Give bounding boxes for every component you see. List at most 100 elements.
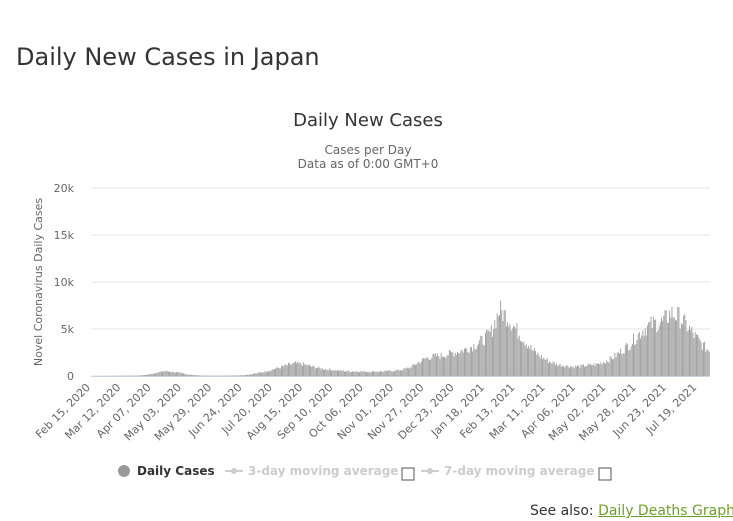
daily-case-bar xyxy=(496,313,498,376)
daily-case-bar xyxy=(352,371,353,376)
daily-case-bar xyxy=(270,371,272,376)
daily-case-bar xyxy=(234,375,236,376)
daily-case-bar xyxy=(524,345,526,376)
daily-case-bar xyxy=(290,364,292,376)
daily-case-bar xyxy=(566,365,568,376)
daily-case-bar xyxy=(144,374,146,376)
legend-checkbox-3-day[interactable] xyxy=(401,467,415,481)
daily-case-bar xyxy=(480,335,482,376)
daily-case-bar xyxy=(367,372,369,376)
daily-case-bar xyxy=(341,371,343,376)
legend-checkbox-7-day[interactable] xyxy=(598,467,612,481)
legend[interactable]: Daily Cases 3-day moving average 7-day mov… xyxy=(118,464,612,481)
daily-case-bar xyxy=(346,371,348,376)
daily-case-bar xyxy=(460,350,462,376)
daily-case-bar xyxy=(184,373,186,376)
legend-item-daily-cases[interactable]: Daily Cases xyxy=(118,464,215,478)
daily-case-bar xyxy=(689,325,690,376)
daily-case-bar xyxy=(446,355,448,376)
daily-case-bar xyxy=(471,347,472,376)
daily-case-bar xyxy=(432,353,434,376)
daily-case-bar xyxy=(492,336,493,376)
daily-case-bar xyxy=(707,350,709,376)
daily-case-bar xyxy=(350,371,352,376)
daily-case-bar xyxy=(474,349,476,376)
daily-case-bar xyxy=(331,370,333,376)
daily-case-bar xyxy=(416,364,418,376)
daily-case-bar xyxy=(422,358,423,376)
daily-case-bar xyxy=(634,345,636,376)
daily-case-bar xyxy=(682,324,683,376)
daily-case-bar xyxy=(640,338,641,376)
daily-case-bar xyxy=(268,371,270,376)
daily-case-bar xyxy=(521,341,523,376)
daily-case-bar xyxy=(535,351,537,376)
daily-case-bar xyxy=(643,336,645,376)
daily-case-bar xyxy=(377,371,379,376)
daily-case-bar xyxy=(297,361,299,376)
daily-case-bar xyxy=(578,365,580,376)
daily-case-bar xyxy=(391,371,393,376)
daily-case-bar xyxy=(532,350,534,376)
daily-case-bar xyxy=(383,371,385,376)
daily-case-bar xyxy=(454,352,456,376)
see-also: See also: Daily Deaths Graph xyxy=(530,503,733,519)
daily-case-bar xyxy=(559,363,561,376)
daily-case-bar xyxy=(361,371,363,376)
legend-marker xyxy=(231,468,237,474)
daily-case-bar xyxy=(353,371,355,376)
daily-case-bar xyxy=(650,316,652,376)
daily-case-bar xyxy=(335,370,337,376)
daily-case-bar xyxy=(495,328,497,376)
daily-case-bar xyxy=(595,363,597,376)
legend-item-7-day-moving-average[interactable]: 7-day moving average xyxy=(421,464,594,478)
daily-case-bar xyxy=(598,363,599,376)
daily-case-bar xyxy=(402,370,404,376)
daily-case-bar xyxy=(544,359,546,376)
daily-case-bar xyxy=(178,372,180,376)
daily-case-bar xyxy=(314,368,316,376)
daily-case-bar xyxy=(706,349,708,376)
daily-case-bar xyxy=(676,319,678,376)
daily-case-bar xyxy=(610,357,612,376)
daily-case-bar xyxy=(568,367,570,376)
daily-case-bar xyxy=(282,365,284,376)
daily-case-bar xyxy=(637,333,639,376)
daily-case-bar xyxy=(581,364,583,376)
daily-case-bar xyxy=(445,357,447,376)
daily-case-bar xyxy=(392,371,394,376)
daily-case-bar xyxy=(536,354,538,376)
daily-case-bar xyxy=(359,372,360,376)
daily-case-bar xyxy=(244,374,246,376)
daily-case-bar xyxy=(582,364,584,376)
daily-case-bar xyxy=(411,365,413,376)
daily-case-bar xyxy=(511,328,513,376)
daily-deaths-graph-link[interactable]: Daily Deaths Graph xyxy=(598,503,733,519)
daily-case-bar xyxy=(267,371,268,376)
daily-case-bar xyxy=(482,344,484,376)
daily-case-bar xyxy=(339,369,341,376)
daily-case-bar xyxy=(380,371,381,376)
daily-case-bar xyxy=(489,331,491,376)
daily-case-bar xyxy=(452,352,454,376)
daily-case-bar xyxy=(272,369,274,376)
daily-case-bar xyxy=(672,317,674,376)
daily-case-bar xyxy=(187,374,189,376)
daily-case-bar xyxy=(591,365,592,376)
daily-case-bar xyxy=(657,330,659,376)
daily-case-bar xyxy=(635,343,637,376)
daily-case-bar xyxy=(523,341,525,376)
daily-case-bar xyxy=(466,348,468,376)
daily-case-bar xyxy=(434,353,436,376)
daily-case-bar xyxy=(619,353,620,376)
daily-case-bar xyxy=(693,338,695,376)
daily-case-bar xyxy=(348,371,350,376)
daily-case-bar xyxy=(628,350,630,376)
daily-case-bar xyxy=(461,349,463,376)
daily-case-bar xyxy=(389,370,391,376)
daily-case-bar xyxy=(561,365,563,376)
daily-case-bar xyxy=(192,374,194,376)
legend-item-3-day-moving-average[interactable]: 3-day moving average xyxy=(225,464,398,478)
daily-case-bar xyxy=(552,361,554,376)
